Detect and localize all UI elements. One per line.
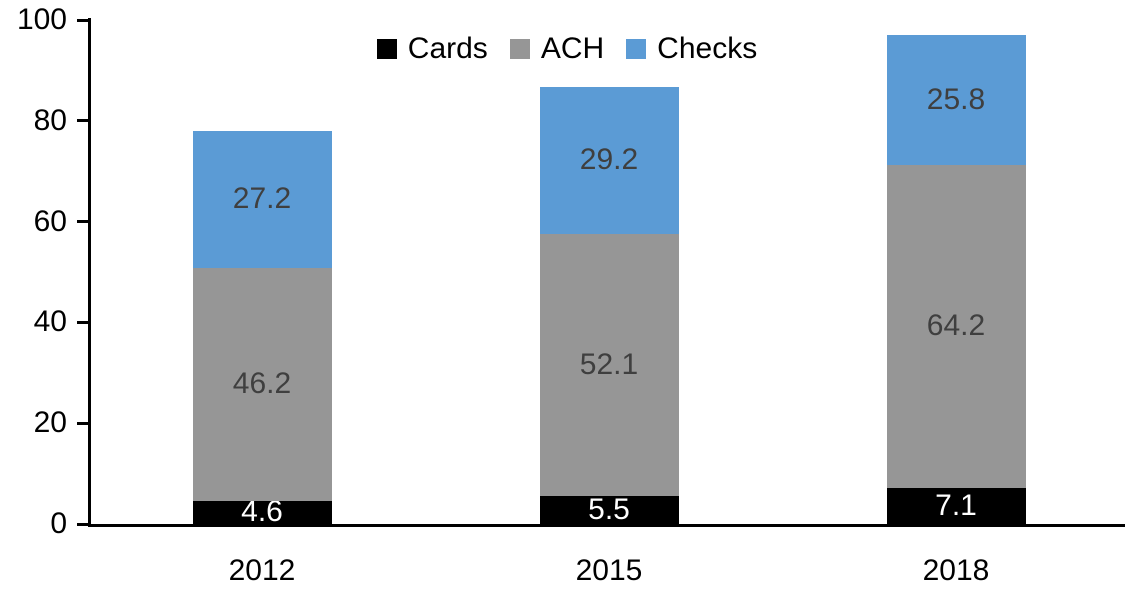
x-axis-line: [88, 523, 1125, 527]
y-axis-tick: [77, 119, 88, 123]
legend-label: ACH: [540, 32, 605, 65]
bar-2012-cards-segment: 4.6: [192, 497, 332, 527]
y-axis-tick-label: 60: [33, 204, 67, 238]
y-axis-tick: [77, 18, 88, 22]
y-axis-tick-label: 0: [50, 507, 67, 540]
legend-swatch-ach-icon: [509, 39, 530, 59]
y-axis-tick: [77, 220, 88, 224]
y-axis-tick: [77, 320, 88, 324]
data-label: 64.2: [926, 309, 986, 343]
bar-2018-cards-segment: 7.1: [886, 488, 1026, 524]
y-axis-tick-label: 100: [16, 3, 67, 36]
y-axis-tick-label: 20: [33, 406, 67, 440]
x-axis-category-label: 2012: [228, 554, 296, 587]
legend-item-checks: Checks: [626, 34, 757, 64]
chart-legend: Cards ACH Checks: [0, 30, 1134, 68]
y-axis-tick-label: 40: [33, 305, 67, 339]
data-label: 5.5: [588, 493, 630, 527]
bar-2015-cards-segment: 5.5: [539, 493, 679, 527]
data-label: 25.8: [926, 82, 986, 116]
data-label: 4.6: [241, 495, 283, 529]
data-label: 27.2: [232, 182, 292, 216]
data-label: 46.2: [232, 367, 292, 401]
legend-label: Cards: [407, 32, 488, 65]
data-label: 29.2: [579, 143, 639, 177]
bar-2012-ach-segment: 46.2: [192, 267, 332, 501]
bar-2015-ach-segment: 52.1: [539, 233, 679, 497]
legend-swatch-checks-icon: [626, 39, 647, 59]
bar-2012-checks-segment: 27.2: [192, 130, 332, 268]
data-label: 7.1: [935, 489, 977, 523]
bar-2015-checks-segment: 29.2: [539, 86, 679, 234]
legend-item-cards: Cards: [376, 32, 488, 65]
legend-item-ach: ACH: [509, 32, 605, 65]
x-axis-category-label: 2018: [922, 554, 990, 587]
y-axis-tick-label: 80: [33, 103, 67, 137]
bar-2018-ach-segment: 64.2: [886, 164, 1026, 489]
data-label: 52.1: [579, 347, 639, 381]
y-axis-line: [88, 18, 91, 527]
legend-label: Checks: [657, 32, 758, 65]
bar-2018-checks-segment: 25.8: [886, 34, 1026, 165]
y-axis-tick: [77, 421, 88, 425]
legend-swatch-cards-icon: [376, 39, 397, 59]
y-axis-tick: [77, 522, 88, 526]
x-axis-category-label: 2015: [575, 554, 643, 587]
